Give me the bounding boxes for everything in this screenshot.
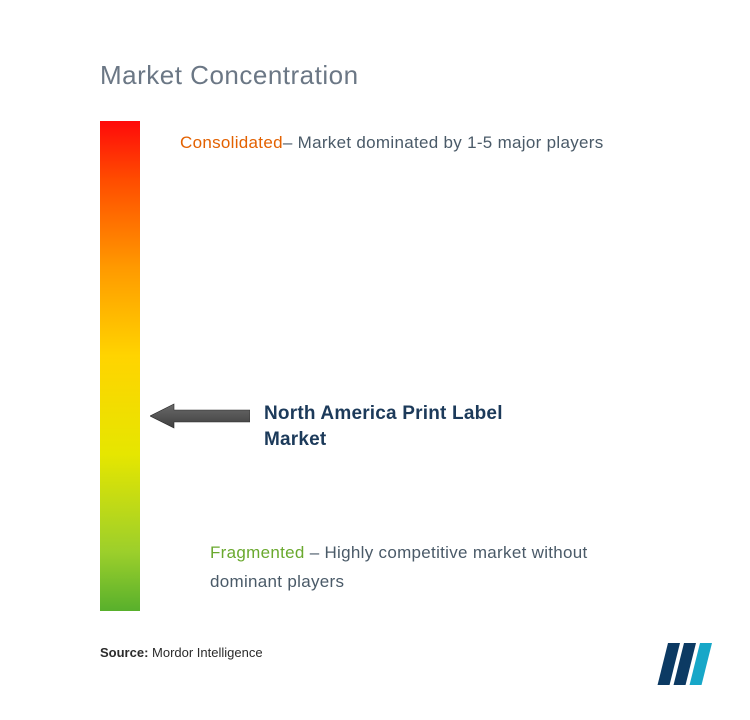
arrow-left-icon (150, 403, 250, 429)
consolidated-label: Consolidated– Market dominated by 1-5 ma… (180, 129, 640, 158)
infographic-container: Market Concentration Consolidated– Marke… (0, 0, 750, 720)
source-footer: Source: Mordor Intelligence (100, 645, 263, 660)
fragmented-label: Fragmented – Highly competitive market w… (210, 539, 660, 597)
source-value: Mordor Intelligence (148, 645, 262, 660)
consolidated-lead: Consolidated (180, 133, 283, 152)
market-name-label: North America Print Label Market (264, 401, 554, 452)
concentration-gradient-bar (100, 121, 140, 611)
fragmented-lead: Fragmented (210, 543, 305, 562)
market-position-marker: North America Print Label Market (150, 401, 554, 452)
consolidated-rest: – Market dominated by 1-5 major players (283, 133, 604, 152)
source-label: Source: (100, 645, 148, 660)
chart-area: Consolidated– Market dominated by 1-5 ma… (100, 121, 660, 611)
brand-logo-icon (655, 643, 715, 685)
page-title: Market Concentration (100, 60, 690, 91)
